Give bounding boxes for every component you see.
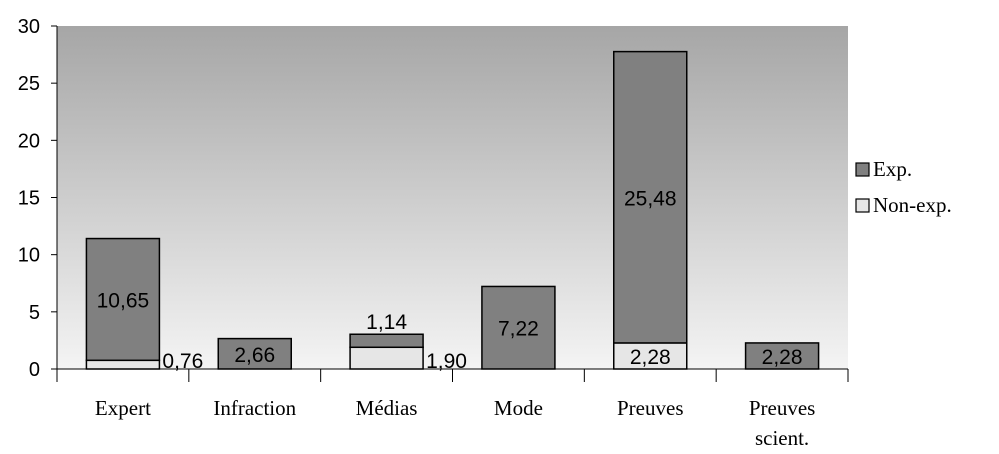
bar-segment bbox=[613, 342, 688, 370]
plot-area bbox=[57, 26, 848, 369]
y-tick-label: 5 bbox=[29, 302, 40, 324]
bar-segment bbox=[613, 50, 688, 344]
x-tick-label: Infraction bbox=[213, 396, 296, 420]
bar-segment bbox=[349, 346, 424, 370]
x-tick-label: Expert bbox=[95, 396, 151, 420]
data-label: 2,28 bbox=[630, 346, 671, 369]
data-label: 7,22 bbox=[498, 318, 539, 341]
axes: 0 5 10 15 20 25 30 Expert Infraction Médias Mode Pr… bbox=[18, 16, 849, 450]
data-label: 25,48 bbox=[624, 187, 677, 210]
y-tick-label: 10 bbox=[18, 245, 40, 267]
x-tick-label: Médias bbox=[356, 396, 418, 420]
y-tick-label: 15 bbox=[18, 188, 40, 210]
y-tick-label: 30 bbox=[18, 16, 40, 38]
bar-segment bbox=[85, 237, 161, 362]
bar-segment bbox=[744, 342, 820, 370]
data-label: 1,14 bbox=[366, 311, 407, 334]
bar-segment bbox=[85, 359, 161, 370]
x-tick-label: Preuves scient. bbox=[749, 396, 816, 450]
bars bbox=[85, 50, 820, 370]
data-label: 2,66 bbox=[234, 344, 275, 367]
x-tick-label: Mode bbox=[494, 396, 543, 420]
bar-segment bbox=[349, 333, 424, 349]
y-tick-label: 0 bbox=[29, 359, 40, 381]
y-tick-label: 25 bbox=[18, 73, 40, 95]
legend-label: Non-exp. bbox=[873, 193, 952, 217]
data-labels: 10,65 0,76 2,66 1,14 1,90 7,22 25,48 2,28 2,28 bbox=[97, 187, 803, 373]
bar-segment bbox=[481, 285, 556, 370]
data-label: 1,90 bbox=[426, 350, 467, 373]
y-tick-label: 20 bbox=[18, 130, 40, 152]
legend-swatch bbox=[855, 162, 870, 177]
legend-label: Exp. bbox=[873, 157, 912, 181]
bar-segment bbox=[217, 337, 292, 370]
data-label: 10,65 bbox=[97, 289, 150, 312]
data-label: 2,28 bbox=[762, 346, 803, 369]
legend-swatch bbox=[855, 198, 870, 213]
data-label: 0,76 bbox=[162, 350, 203, 373]
x-tick-label: Preuves bbox=[617, 396, 684, 420]
legend: Exp. Non-exp. bbox=[855, 157, 952, 217]
